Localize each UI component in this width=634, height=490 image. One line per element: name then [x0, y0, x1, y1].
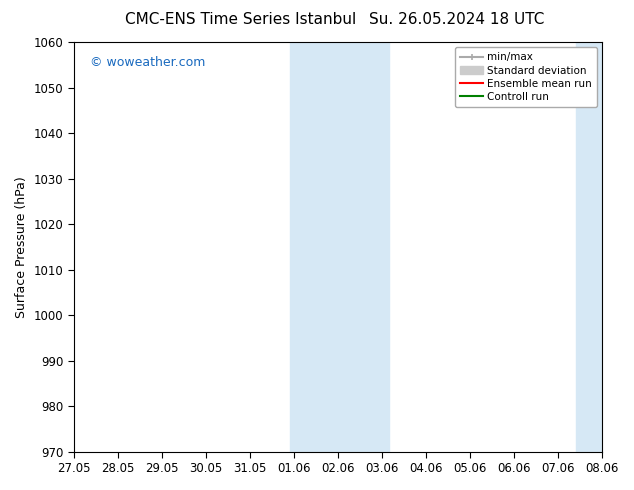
- Legend: min/max, Standard deviation, Ensemble mean run, Controll run: min/max, Standard deviation, Ensemble me…: [455, 47, 597, 107]
- Bar: [290, 42, 342, 452]
- Text: © woweather.com: © woweather.com: [89, 56, 205, 70]
- Text: CMC-ENS Time Series Istanbul: CMC-ENS Time Series Istanbul: [126, 12, 356, 27]
- Text: Su. 26.05.2024 18 UTC: Su. 26.05.2024 18 UTC: [369, 12, 544, 27]
- Bar: [576, 42, 634, 452]
- Bar: [342, 42, 389, 452]
- Y-axis label: Surface Pressure (hPa): Surface Pressure (hPa): [15, 176, 28, 318]
